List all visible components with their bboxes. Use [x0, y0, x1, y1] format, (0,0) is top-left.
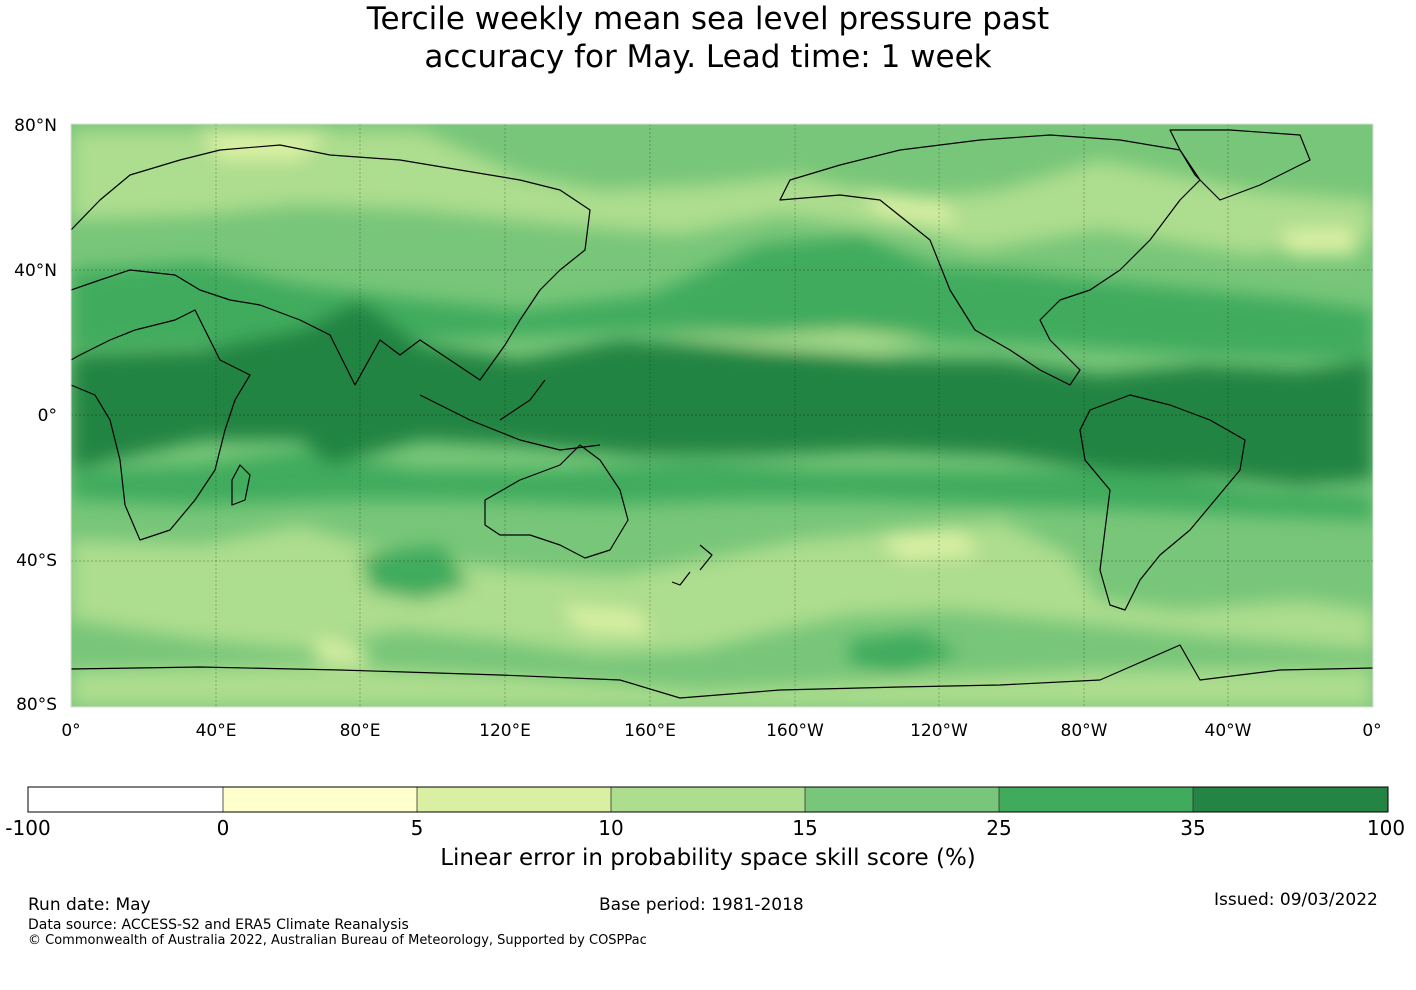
base-period: Base period: 1981-2018 — [599, 895, 804, 915]
colorbar-tick: 25 — [986, 816, 1011, 840]
skill-patches — [71, 128, 1373, 707]
colorbar-dividers — [222, 787, 1194, 812]
lat-label: 80°N — [14, 116, 57, 136]
coast-africa-europe — [71, 309, 251, 541]
skill-patch-antarctic-light — [71, 665, 1373, 707]
colorbar-label: Linear error in probability space skill … — [440, 845, 976, 871]
lon-label: 0° — [1362, 721, 1381, 741]
issued-date: Issued: 09/03/2022 — [1214, 890, 1378, 910]
lon-label: 40°E — [196, 721, 237, 741]
skill-patch-arctic-light — [200, 128, 1360, 255]
map-frame — [70, 123, 1374, 708]
colorbar-tick: 15 — [792, 816, 817, 840]
map-title: Tercile weekly mean sea level pressure p… — [0, 0, 1416, 76]
graticule — [71, 124, 1373, 707]
lat-label: 80°S — [16, 695, 57, 715]
title-line-2: accuracy for May. Lead time: 1 week — [424, 39, 992, 75]
colorbar-segment — [417, 787, 611, 812]
coast-greenland — [1169, 129, 1311, 201]
coast-antarctica — [71, 644, 1373, 699]
colorbar-tick: -100 — [5, 816, 50, 840]
coast-madagascar — [231, 464, 251, 506]
lat-axis: 80°N 40°N 0° 40°S 80°S — [14, 116, 57, 715]
lon-axis: 0° 40°E 80°E 120°E 160°E 160°W 120°W 80°… — [61, 721, 1381, 741]
colorbar-tick: 10 — [598, 816, 623, 840]
coast-north-america — [779, 134, 1201, 386]
coastlines — [71, 129, 1373, 699]
skill-patch-sh-mid — [71, 450, 1373, 520]
coast-australia — [484, 444, 629, 559]
title-line-1: Tercile weekly mean sea level pressure p… — [366, 1, 1050, 37]
run-date: Run date: May — [28, 895, 151, 915]
colorbar-tick: 0 — [217, 816, 230, 840]
colorbar-segment — [223, 787, 417, 812]
coast-maritime-se-asia — [419, 379, 601, 451]
copyright: © Commonwealth of Australia 2022, Austra… — [28, 933, 647, 948]
coast-new-zealand — [671, 544, 713, 586]
colorbar-tick: 100 — [1367, 816, 1405, 840]
lon-label: 40°W — [1205, 721, 1252, 741]
coast-south-america — [1079, 394, 1246, 611]
colorbar-ticks: -100 0 5 10 15 25 35 100 — [5, 816, 1405, 840]
skill-patch-sh-lighter — [310, 530, 980, 665]
skill-patch-nh-light — [71, 130, 1373, 255]
colorbar-outline — [27, 786, 1389, 813]
lon-label: 120°W — [910, 721, 968, 741]
skill-patch-tropical-dark — [71, 300, 1373, 485]
lat-label: 0° — [38, 406, 57, 426]
colorbar-segment — [805, 787, 999, 812]
colorbar-segment — [999, 787, 1193, 812]
coast-eurasia-north — [71, 144, 591, 386]
colorbar-segment — [611, 787, 805, 812]
skill-field — [71, 124, 1373, 707]
lon-label: 160°W — [766, 721, 824, 741]
data-source: Data source: ACCESS-S2 and ERA5 Climate … — [28, 917, 409, 933]
lat-label: 40°S — [16, 551, 57, 571]
colorbar-tick: 35 — [1180, 816, 1205, 840]
colorbar-tick: 5 — [411, 816, 424, 840]
lat-label: 40°N — [14, 261, 57, 281]
skill-patch-sh-mid-b — [360, 545, 960, 672]
lon-label: 0° — [61, 721, 80, 741]
lon-label: 160°E — [624, 721, 676, 741]
colorbar-segment — [28, 787, 223, 812]
lon-label: 80°W — [1061, 721, 1108, 741]
lon-label: 120°E — [479, 721, 531, 741]
lon-label: 80°E — [340, 721, 381, 741]
colorbar: -100 0 5 10 15 25 35 100 — [5, 786, 1405, 840]
colorbar-segment — [1193, 787, 1388, 812]
